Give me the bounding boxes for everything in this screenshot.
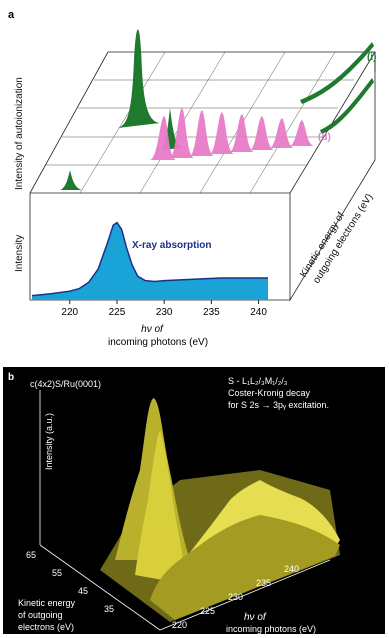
panel-a-xtick-label: 240 — [250, 307, 267, 318]
series-i-tail — [320, 78, 374, 134]
panel-b-label: b — [8, 372, 14, 383]
panel-b-xtick-label: 225 — [200, 606, 215, 616]
panel-b-xtick-label: 220 — [172, 620, 187, 630]
panel-b-ytick-label: 55 — [52, 568, 62, 578]
surface-ridge — [150, 515, 340, 620]
panel-a-xtick-label: 225 — [109, 307, 126, 318]
panel-b-note-line3: for S 2s → 3pᵧ excitation. — [228, 400, 329, 410]
panel-b-y-axis — [39, 544, 161, 631]
panel-b: b c(4x2)S/Ru(0001) S - L₁L₂/₃M₁/₂/₃ Cost… — [3, 367, 385, 634]
panel-b-xtick-label: 230 — [228, 592, 243, 602]
panel-b-xlabel-line1: hν of — [244, 612, 267, 623]
series-i-tail — [300, 42, 374, 104]
xray-absorption-area — [32, 222, 268, 300]
panel-b-xtick-label: 240 — [284, 564, 299, 574]
frame-right-side — [289, 52, 376, 302]
panel-a: a — [8, 9, 376, 348]
panel-b-ytick-label: 35 — [104, 604, 114, 614]
panel-a-xtick-label: 220 — [61, 307, 78, 318]
xray-absorption-label: X-ray absorption — [132, 240, 211, 251]
frame-top-back — [108, 51, 376, 72]
panel-a-xlabel-line2: incoming photons (eV) — [108, 337, 208, 348]
panel-b-ylabel-line1: Kinetic energy — [18, 598, 76, 608]
panel-a-xtick-label: 230 — [156, 307, 173, 318]
panel-b-sample: c(4x2)S/Ru(0001) — [30, 379, 101, 389]
panel-b-xlabel-line2: incoming photons (eV) — [226, 624, 316, 634]
series-d-spectra — [150, 108, 314, 160]
series-d-slice — [170, 108, 194, 158]
panel-b-ylabel-line3: electrons (eV) — [18, 622, 74, 632]
series-d-tag: (d) — [318, 132, 331, 143]
panel-b-xticks: 220 225 230 235 240 — [172, 564, 299, 630]
panel-a-xticks: 220 225 230 235 240 — [61, 300, 267, 318]
panel-b-yticks: 65 55 45 35 — [26, 550, 114, 614]
panel-b-surface — [100, 398, 340, 622]
xray-absorption-plot — [31, 221, 268, 300]
grid-line — [249, 51, 336, 194]
series-d-slice — [250, 116, 274, 150]
series-d-slice — [150, 116, 176, 160]
panel-a-bottom-ylabel: Intensity — [14, 235, 25, 272]
panel-b-ylabel-line2: of outgoing — [18, 610, 63, 620]
series-d-slice — [230, 114, 254, 152]
series-i-peak — [60, 170, 82, 190]
panel-a-top-ylabel: Intensity of autoionization — [14, 77, 25, 190]
panel-b-axes — [39, 390, 331, 631]
panel-a-xlabel-line1: hν of — [141, 324, 164, 335]
series-d-slice — [210, 112, 234, 154]
panel-b-note-line1: S - L₁L₂/₃M₁/₂/₃ — [228, 376, 288, 386]
panel-a-floor-grid — [46, 51, 354, 194]
surface-ridge — [135, 430, 190, 585]
panel-a-label: a — [8, 9, 15, 21]
panel-b-ytick-label: 65 — [26, 550, 36, 560]
series-i-main-peak — [118, 29, 160, 128]
grid-line — [79, 51, 166, 194]
panel-b-zlabel: Intensity (a.u.) — [44, 413, 54, 470]
series-d-slice — [190, 110, 214, 156]
panel-b-xtick-label: 235 — [256, 578, 271, 588]
series-i-tag: (i) — [367, 52, 376, 63]
series-d-slice — [290, 120, 314, 146]
panel-a-xtick-label: 235 — [203, 307, 220, 318]
panel-b-note-line2: Coster-Kronig decay — [228, 388, 311, 398]
xray-absorption-line — [31, 221, 268, 297]
panel-b-ytick-label: 45 — [78, 586, 88, 596]
panel-a-frame — [29, 51, 376, 302]
series-d-slice — [270, 118, 294, 148]
panel-b-x-axis — [159, 559, 331, 631]
